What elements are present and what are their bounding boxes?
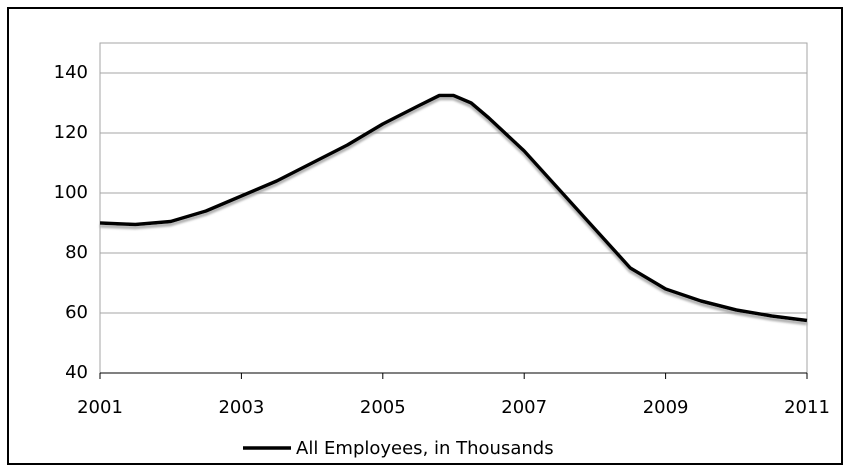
y-tick-label: 40 (65, 362, 88, 383)
x-tick-label: 2003 (218, 397, 264, 418)
y-tick-label: 60 (65, 302, 88, 323)
y-tick-label: 100 (54, 182, 88, 203)
x-tick-label: 2001 (77, 397, 123, 418)
legend-label: All Employees, in Thousands (296, 438, 554, 459)
y-tick-label: 80 (65, 242, 88, 263)
x-tick-label: 2005 (360, 397, 406, 418)
x-tick-label: 2009 (643, 397, 689, 418)
x-tick-label: 2011 (784, 397, 830, 418)
y-tick-label: 140 (54, 62, 88, 83)
data-line (99, 93, 808, 323)
x-tick-label: 2007 (501, 397, 547, 418)
chart-frame (7, 7, 843, 465)
y-tick-label: 120 (54, 122, 88, 143)
